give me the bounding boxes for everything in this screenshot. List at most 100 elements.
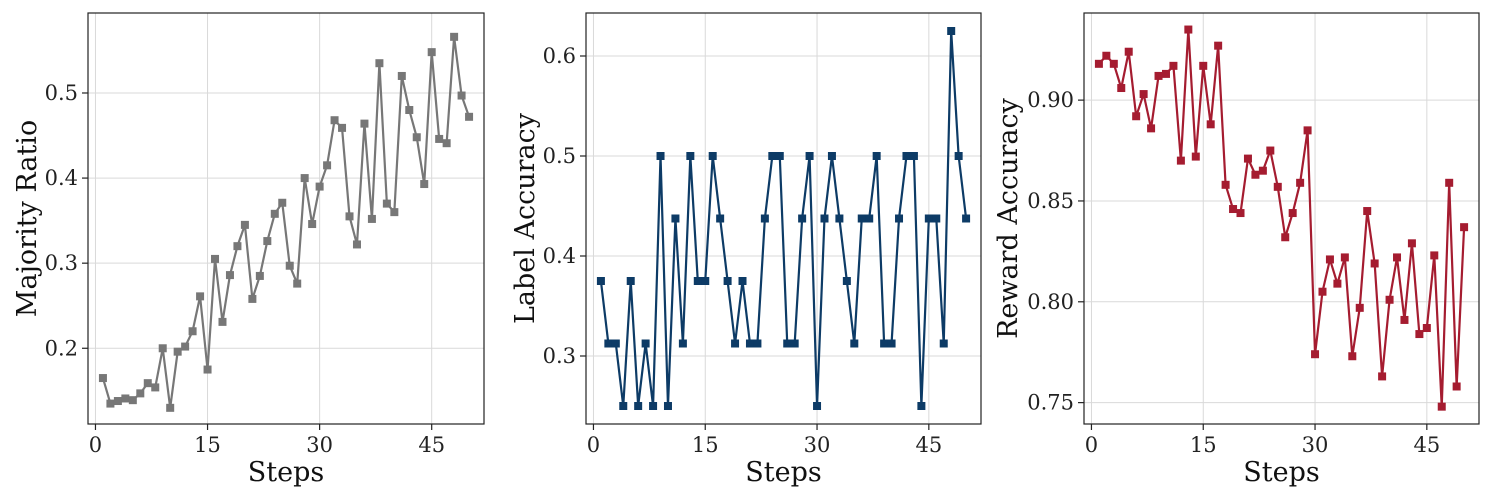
panel-majority-ratio: 0 15 30 45 0.2 0.3 0.4 0.5 Steps Majority Ratio [12,12,485,488]
data-point [798,214,807,223]
x-tick-label: 30 [804,433,831,457]
data-point [939,339,948,348]
data-point [1176,156,1185,165]
data-point [1340,253,1349,262]
data-point [1147,124,1156,133]
plot-frame [585,12,982,425]
data-point [962,214,971,223]
data-point [1430,251,1439,260]
data-point [1169,61,1178,70]
data-point [805,152,814,160]
y-tick-label: 0.2 [45,336,78,360]
data-point [760,214,769,223]
data-point [323,161,332,170]
data-point [397,71,406,80]
data-point [457,91,466,100]
data-point [813,402,822,410]
data-point [954,152,963,160]
data-point [1363,207,1372,216]
data-point [1296,178,1305,187]
data-point [663,402,672,410]
data-point [1206,120,1215,129]
y-tick-label: 0.85 [1027,189,1074,213]
data-point [1303,126,1312,135]
data-point [731,339,740,348]
x-tick-label: 45 [1413,433,1440,457]
data-point [338,123,347,132]
data-point [634,402,643,410]
data-point [255,271,264,280]
data-point [435,134,444,143]
data-point [1407,239,1416,248]
x-tick-label: 0 [587,433,600,457]
data-point [1355,303,1364,312]
data-point [106,399,115,408]
data-point [173,347,182,356]
data-point [270,209,279,218]
data-point [775,152,784,160]
data-point [352,240,361,249]
data-point [427,48,436,57]
data-point [932,214,941,223]
data-point [225,271,234,280]
data-point [113,397,122,406]
data-point [1281,233,1290,242]
data-point [716,214,725,223]
data-point [233,242,242,251]
y-axis-title: Label Accuracy [510,112,541,324]
data-point [880,339,889,348]
data-point [917,402,926,410]
x-tick-label: 30 [1302,433,1329,457]
data-point [1288,209,1297,218]
y-tick-label: 0.80 [1027,290,1074,314]
data-point [947,27,956,35]
data-point [136,389,145,398]
data-point [345,212,354,221]
data-point [708,152,717,160]
x-axis-title: Steps [248,457,324,488]
data-point [181,342,190,351]
data-point [701,277,710,285]
data-point [671,214,680,223]
data-point [1214,41,1223,50]
data-point [188,327,197,336]
data-point [827,152,836,160]
y-tick-label: 0.4 [543,244,576,268]
data-point [596,277,605,285]
data-point [641,339,650,348]
data-point [1437,402,1446,411]
data-point [330,116,339,125]
data-point [1273,182,1282,191]
y-tick-label: 0.5 [45,81,78,105]
data-point [211,254,220,263]
data-point [1452,382,1461,391]
x-tick-label: 15 [194,433,221,457]
data-point [1132,112,1141,121]
data-point [203,365,212,374]
data-point [360,119,369,128]
x-tick-label: 0 [1085,433,1098,457]
data-point [745,339,754,348]
data-point [1415,330,1424,339]
data-point [649,402,658,410]
x-axis-title: Steps [745,457,821,488]
data-point [686,152,695,160]
data-point [909,152,918,160]
data-point [693,277,702,285]
data-point [151,383,160,392]
plot-frame [87,12,485,425]
data-point [1378,372,1387,381]
data-point [678,339,687,348]
data-point [1400,315,1409,324]
data-point [158,344,167,353]
data-point [442,139,451,148]
data-point [1333,279,1342,288]
data-point [1124,47,1133,56]
data-point [1221,180,1230,189]
data-point [723,277,732,285]
data-point [1318,287,1327,296]
data-point [857,214,866,223]
x-tick-label: 45 [418,433,445,457]
y-tick-label: 0.4 [45,166,78,190]
